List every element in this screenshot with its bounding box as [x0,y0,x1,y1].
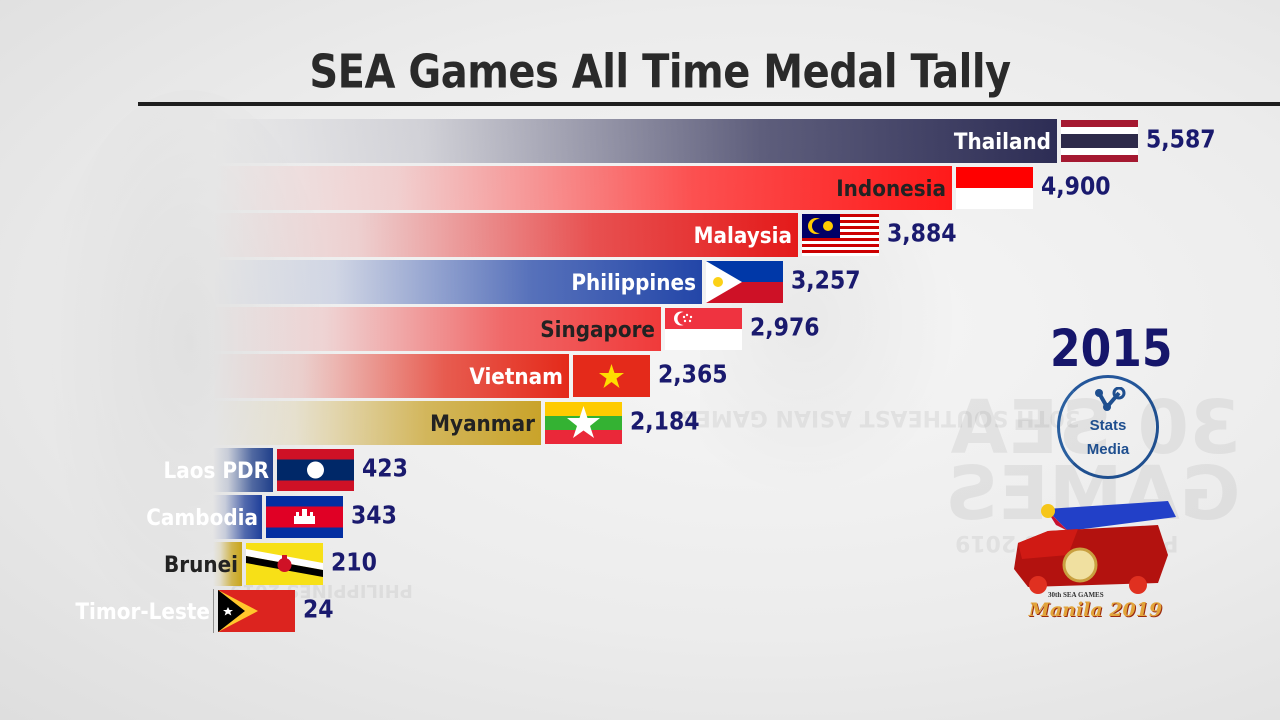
brunei-flag-icon [246,543,323,585]
bar-row: Malaysia 3,884 [0,213,1280,257]
bar-row: Cambodia 343 [0,495,1280,539]
bar-row: Vietnam 2,365 [0,354,1280,398]
bar: Cambodia [146,495,262,539]
bar-row: Singapore 2,976 [0,307,1280,351]
network-nodes-icon [1095,387,1126,411]
medal-count-value: 3,257 [791,267,861,296]
malaysia-flag-icon [802,214,879,256]
logo-text-media: Media [1086,441,1130,458]
bar: Malaysia [213,213,798,257]
bar: Vietnam [213,354,569,398]
bar: Philippines [213,260,702,304]
medal-count-value: 423 [362,455,408,484]
bar: Indonesia [213,166,952,210]
bar: Thailand [213,119,1057,163]
singapore-flag-icon [665,308,742,350]
cambodia-flag-icon [266,496,343,538]
bar-row: Thailand 5,587 [0,119,1280,163]
country-label: Singapore [540,315,655,343]
country-label: Philippines [571,268,696,296]
bar-row: Indonesia 4,900 [0,166,1280,210]
medal-count-value: 5,587 [1146,126,1216,155]
bar-row: Timor-Leste 24 [0,589,1280,633]
timor-flag-icon [218,590,295,632]
country-label: Vietnam [469,362,563,390]
title-underline [138,102,1280,106]
medal-count-value: 2,976 [750,314,820,343]
bar-row: Myanmar 2,184 [0,401,1280,445]
logo-text-stats: Stats [1089,417,1127,434]
jeepney-icon [1014,501,1176,594]
country-label: Timor-Leste [75,597,210,625]
manila-2019-logo: 30th SEA GAMES Manila 2019 [1008,495,1183,630]
medal-count-value: 210 [331,549,377,578]
bar: Singapore [213,307,661,351]
medal-count-value: 2,184 [630,408,700,437]
bar: Timor-Leste [75,589,214,633]
bar-row: Philippines 3,257 [0,260,1280,304]
bar-row: Brunei 210 [0,542,1280,586]
country-label: Myanmar [430,409,535,437]
medal-count-value: 343 [351,502,397,531]
event-logo-subtitle: 30th SEA GAMES [1048,591,1104,599]
country-label: Brunei [163,550,238,578]
thailand-flag-icon [1061,120,1138,162]
bar: Brunei [164,542,242,586]
chart-title: SEA Games All Time Medal Tally [309,46,1011,99]
event-logo-title: Manila 2019 [1028,599,1163,621]
bar: Laos PDR [163,448,273,492]
country-label: Malaysia [693,221,792,249]
country-label: Cambodia [146,503,258,531]
country-label: Indonesia [836,174,946,202]
philippines-flag-icon [706,261,783,303]
indonesia-flag-icon [956,167,1033,209]
medal-count-value: 24 [303,596,334,625]
vietnam-flag-icon [573,355,650,397]
medal-count-value: 3,884 [887,220,957,249]
medal-count-value: 2,365 [658,361,728,390]
country-label: Thailand [953,127,1051,155]
laos-flag-icon [277,449,354,491]
medal-count-value: 4,900 [1041,173,1111,202]
myanmar-flag-icon [545,402,622,444]
logo-ring [1057,375,1159,479]
bar-row: Laos PDR 423 [0,448,1280,492]
country-label: Laos PDR [163,456,269,484]
bar: Myanmar [213,401,541,445]
year-label: 2015 [1050,320,1173,379]
stats-media-logo: Stats Media [1057,375,1159,479]
